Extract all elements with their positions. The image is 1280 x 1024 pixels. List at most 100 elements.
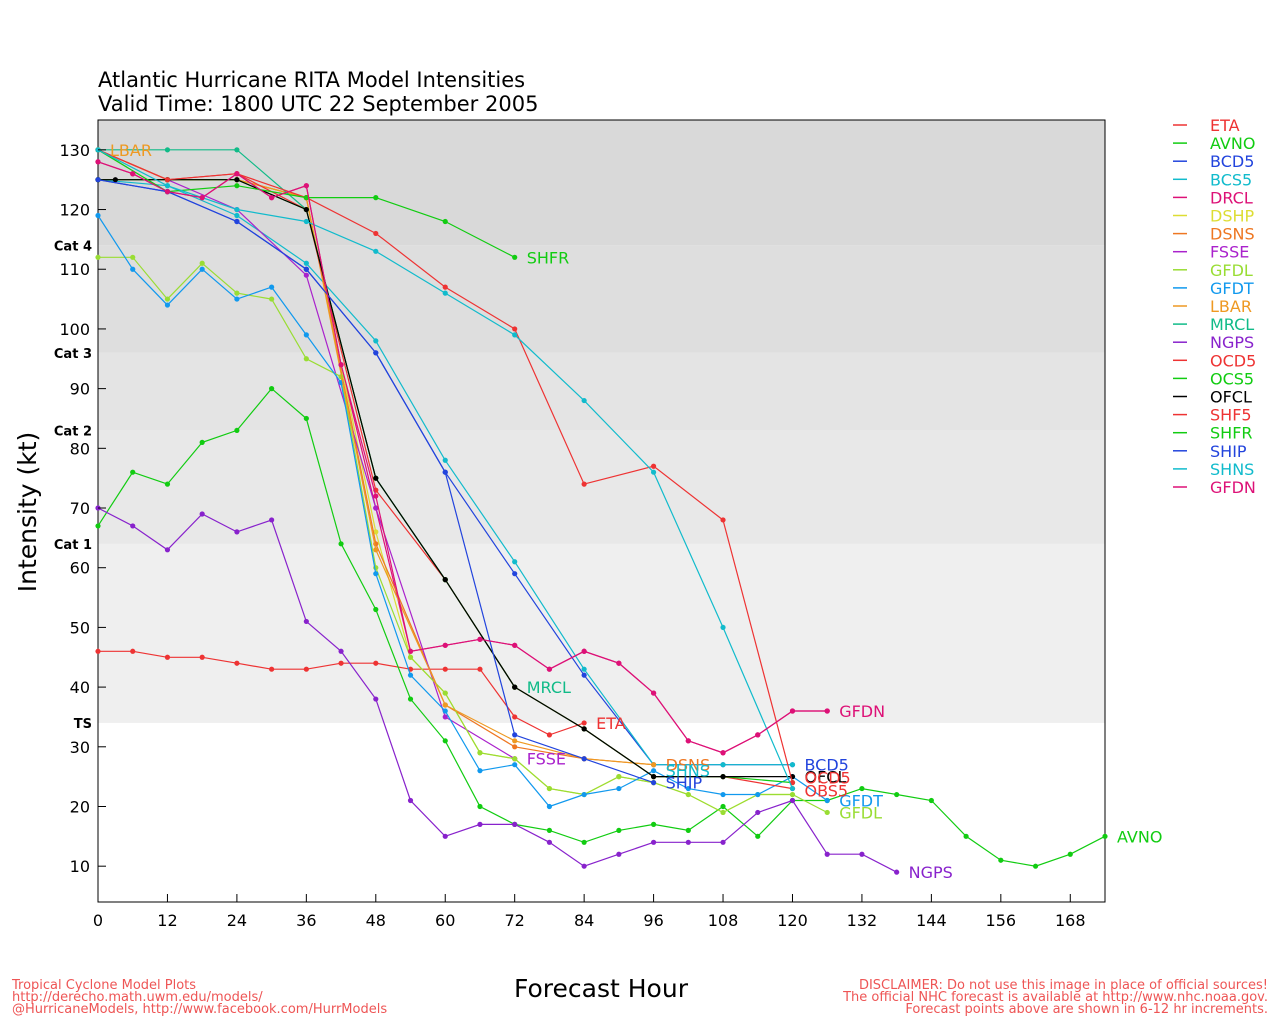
series-label-ship: SHIP (666, 774, 703, 793)
legend-entry-bcd5: BCD5 (1210, 152, 1254, 171)
data-point-eta (269, 666, 275, 672)
data-point-gfdn (269, 195, 275, 201)
data-point-gfdt (303, 332, 309, 338)
legend-entry-fsse: FSSE (1210, 243, 1249, 262)
data-point-ngps (581, 863, 587, 869)
legend-entry-eta: ETA (1210, 116, 1240, 135)
data-point-lbar (512, 738, 518, 744)
series-label-eta: ETA (596, 714, 626, 733)
legend-entry-ofcl: OFCL (1210, 388, 1252, 407)
series-line-ngps (97, 507, 897, 873)
data-point-gfdn (824, 708, 830, 714)
data-point-bcs5 (303, 260, 309, 266)
data-point-gfdn (234, 171, 240, 177)
data-point-gfdl (824, 809, 830, 816)
data-point-gfdl (130, 254, 136, 260)
data-point-gfdt (164, 302, 171, 308)
data-point-gfdn (373, 493, 379, 499)
data-point-eta (442, 666, 448, 672)
data-point-gfdt (130, 266, 136, 272)
data-point-avno (616, 827, 622, 833)
data-point-avno (1102, 833, 1108, 839)
data-point-ship (303, 266, 309, 272)
data-point-ship (650, 780, 657, 786)
data-point-shns (164, 183, 171, 189)
overlap-label: OBS5 (804, 782, 848, 801)
data-point-shns (373, 248, 379, 254)
data-point-gfdn (789, 708, 796, 714)
series-label-avno: AVNO (1117, 827, 1162, 846)
series-line-gfdt (97, 215, 828, 808)
data-point-bcs5 (720, 762, 726, 768)
data-point-bcd5 (581, 672, 587, 678)
x-tick-label: 48 (366, 911, 386, 930)
data-point-shf5 (442, 284, 448, 290)
y-tick-label: 80 (70, 439, 90, 458)
data-point-gfdl (546, 785, 553, 792)
data-point-ngps (442, 833, 448, 839)
data-point-ngps (546, 839, 553, 845)
data-point-avno (581, 839, 587, 845)
data-point-ship (373, 350, 379, 356)
data-point-ngps (303, 618, 309, 625)
data-point-bcs5 (234, 212, 240, 219)
data-point-shfr (442, 218, 448, 225)
footer-left-line2: http://derecho.math.uwm.edu/models/ (12, 990, 263, 1005)
overlap-label: BCD5 (804, 756, 848, 775)
data-point-dshp (373, 529, 379, 535)
data-point-gfdt (650, 768, 657, 774)
data-point-gfdt (824, 797, 830, 804)
data-point-shf5 (581, 481, 587, 487)
data-point-ngps (859, 851, 865, 857)
data-point-avno (1032, 863, 1039, 869)
x-tick-label: 96 (643, 911, 663, 930)
legend-entry-ocs5: OCS5 (1210, 369, 1254, 388)
x-tick-label: 84 (574, 911, 594, 930)
legend-entry-mrcl: MRCL (1210, 315, 1254, 334)
legend-entry-bcs5: BCS5 (1210, 170, 1252, 189)
x-tick-label: 132 (847, 911, 878, 930)
data-point-eta (338, 660, 344, 666)
data-point-gfdt (442, 708, 448, 714)
data-point-shf5 (650, 463, 657, 469)
series-label-ngps: NGPS (909, 863, 953, 882)
data-point-gfdt (199, 266, 205, 272)
data-point-avno (928, 797, 934, 804)
footer-right-line2: The official NHC forecast is available a… (842, 990, 1268, 1005)
data-point-gfdn (407, 648, 414, 654)
category-band (98, 352, 1105, 431)
data-point-avno (477, 803, 483, 810)
data-point-eta (164, 654, 171, 660)
data-point-shf5 (164, 177, 171, 183)
category-band (98, 722, 1105, 902)
data-point-ngps (685, 839, 691, 845)
data-point-ngps (894, 869, 900, 875)
data-point-ofcl (512, 684, 518, 690)
data-point-eta (130, 648, 136, 654)
data-point-avno (199, 439, 205, 445)
data-point-gfdn (199, 195, 205, 201)
data-point-gfdn (338, 362, 344, 368)
data-point-gfdt (95, 212, 101, 219)
y-tick-label: 110 (59, 260, 90, 279)
data-point-avno (963, 833, 969, 839)
legend-entry-gfdt: GFDT (1210, 279, 1254, 298)
legend-entry-ngps: NGPS (1210, 333, 1254, 352)
data-point-ofcl (720, 774, 726, 780)
data-point-gfdn (164, 189, 171, 195)
x-tick-label: 120 (777, 911, 808, 930)
data-point-eta (373, 660, 379, 666)
data-point-avno (164, 481, 171, 487)
data-point-ngps (407, 797, 414, 804)
data-point-gfdt (581, 791, 587, 798)
data-point-gfdl (269, 296, 275, 302)
data-point-avno (1067, 851, 1073, 857)
data-point-avno (859, 785, 865, 792)
series-label-fsse: FSSE (527, 750, 566, 769)
data-point-shns (303, 218, 309, 225)
data-point-gfdn (95, 159, 101, 165)
data-point-gfdn (720, 750, 726, 756)
data-point-avno (373, 606, 379, 613)
data-point-gfdl (477, 750, 483, 756)
